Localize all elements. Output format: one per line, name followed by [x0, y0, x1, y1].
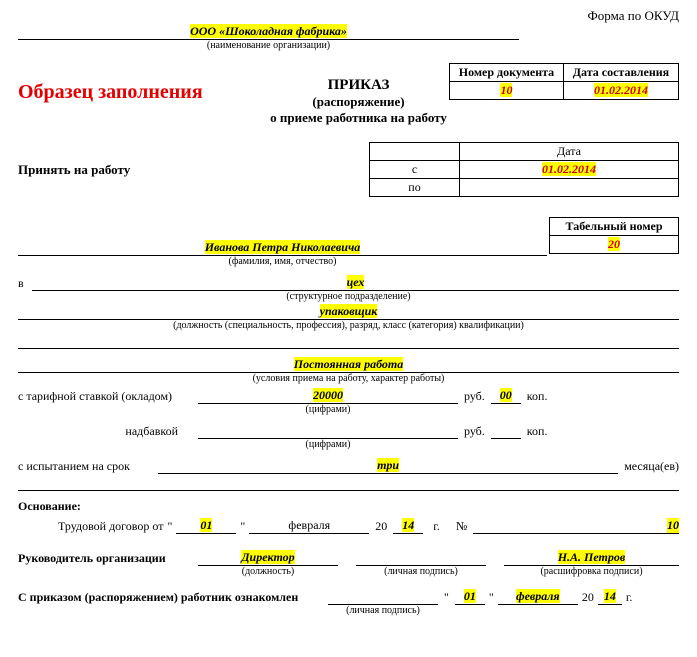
salary-rub: руб.	[458, 389, 491, 404]
trial-value: три	[377, 458, 399, 472]
manager-sign-caption: (личная подпись)	[356, 566, 486, 577]
accept-date-table: Дата с 01.02.2014 по	[369, 142, 679, 197]
basis-num: 10	[667, 518, 679, 533]
dept-prefix: в	[18, 276, 32, 291]
salary-kop-val: 00	[500, 388, 512, 402]
tabnum-table: Табельный номер 20	[549, 217, 679, 254]
manager-position: Директор	[241, 550, 294, 564]
org-caption: (наименование организации)	[18, 40, 519, 51]
salary-amount: 20000	[313, 388, 343, 402]
trial-label: с испытанием на срок	[18, 459, 158, 474]
doc-date: 01.02.2014	[594, 83, 648, 97]
docnum-header: Номер документа	[450, 64, 564, 82]
doc-number: 10	[500, 83, 512, 97]
org-name: ООО «Шоколадная фабрика»	[190, 24, 347, 38]
basis-g: г.	[423, 519, 450, 534]
ack-sign-caption: (личная подпись)	[328, 605, 438, 616]
trial-suffix: месяца(ев)	[618, 459, 679, 474]
employee-fio: Иванова Петра Николаевича	[205, 240, 361, 254]
manager-name: Н.А. Петров	[558, 550, 626, 564]
title-main: ПРИКАЗ	[268, 77, 449, 94]
accept-from-label: с	[370, 161, 460, 179]
salary-kop: коп.	[521, 389, 554, 404]
ack-g: г.	[622, 590, 637, 605]
bonus-rub: руб.	[458, 424, 491, 439]
basis-num-label: №	[450, 519, 473, 534]
title-sub1: (распоряжение)	[268, 94, 449, 110]
sample-stamp: Образец заполнения	[18, 81, 203, 103]
basis-q2: "	[236, 519, 249, 534]
conditions-value: Постоянная работа	[294, 357, 404, 371]
ack-q2: "	[485, 590, 498, 605]
okud-label: Форма по ОКУД	[588, 8, 680, 24]
basis-header: Основание:	[18, 499, 679, 514]
conditions-caption: (условия приема на работу, характер рабо…	[18, 373, 679, 384]
accept-to-label: по	[370, 179, 460, 197]
bonus-kop: коп.	[521, 424, 554, 439]
accept-from-date: 01.02.2014	[542, 162, 596, 176]
manager-name-caption: (расшифровка подписи)	[504, 566, 679, 577]
accept-label: Принять на работу	[18, 162, 198, 178]
ack-q1: "	[438, 590, 455, 605]
ack-month: февраля	[516, 589, 560, 603]
dept-value: цех	[347, 275, 365, 289]
position-caption: (должность (специальность, профессия), р…	[18, 320, 679, 331]
accept-date-header: Дата	[460, 143, 679, 161]
ack-year-prefix: 20	[578, 590, 598, 605]
dept-caption: (структурное подразделение)	[18, 291, 679, 302]
bonus-label: надбавкой	[18, 424, 198, 439]
tabnum-header: Табельный номер	[550, 218, 679, 236]
ack-year: 14	[604, 589, 616, 603]
salary-label: с тарифной ставкой (окладом)	[18, 389, 198, 404]
basis-label: Трудовой договор от	[58, 519, 163, 534]
doc-number-table: Номер документа Дата составления 10 01.0…	[449, 63, 679, 100]
manager-pos-caption: (должность)	[198, 566, 338, 577]
ack-day: 01	[464, 589, 476, 603]
basis-year-prefix: 20	[369, 519, 393, 534]
position-value: упаковщик	[320, 304, 378, 318]
fio-caption: (фамилия, имя, отчество)	[18, 256, 547, 267]
tabnum: 20	[608, 237, 620, 251]
ack-label: С приказом (распоряжением) работник озна…	[18, 590, 328, 605]
basis-year: 14	[402, 518, 414, 532]
bonus-caption: (цифрами)	[198, 439, 458, 450]
manager-label: Руководитель организации	[18, 551, 198, 566]
basis-month: февраля	[288, 518, 330, 532]
title-sub2: о приеме работника на работу	[268, 110, 449, 126]
basis-day: 01	[200, 518, 212, 532]
docdate-header: Дата составления	[563, 64, 678, 82]
salary-caption: (цифрами)	[198, 404, 458, 415]
accept-to-date	[460, 179, 679, 197]
basis-q1: "	[163, 519, 176, 534]
